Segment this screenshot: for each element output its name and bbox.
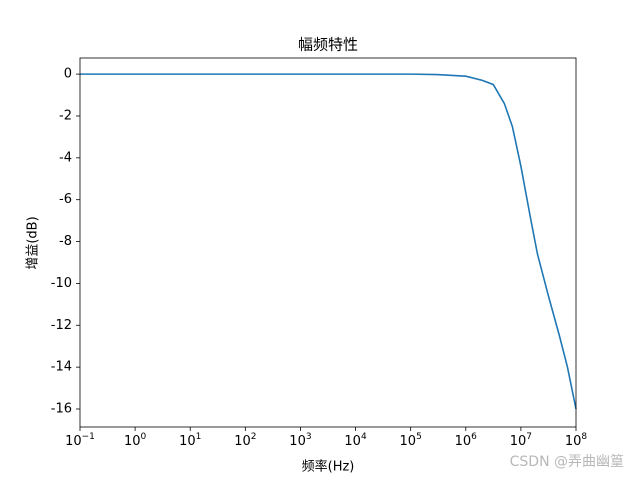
y-tick-label: 0 xyxy=(64,67,72,82)
y-tick-label: -6 xyxy=(59,192,72,207)
x-tick-label: 108 xyxy=(565,432,588,449)
y-tick-label: -2 xyxy=(59,108,72,123)
x-tick-label: 105 xyxy=(400,432,422,449)
x-tick-label: 106 xyxy=(455,432,478,449)
x-tick-label: 100 xyxy=(124,432,147,449)
x-tick-label: 104 xyxy=(344,432,367,449)
y-axis-label: 增益(dB) xyxy=(26,216,41,269)
watermark: CSDN @弄曲幽篁 xyxy=(510,453,624,470)
x-tick-label: 103 xyxy=(289,432,311,449)
y-tick-label: -10 xyxy=(51,276,72,291)
plot-frame xyxy=(79,57,577,428)
y-tick-label: -4 xyxy=(59,150,72,165)
x-tick-label: 101 xyxy=(179,432,201,449)
y-tick-label: -14 xyxy=(51,360,72,375)
y-tick-label: -16 xyxy=(51,402,72,417)
chart-title: 幅频特性 xyxy=(298,36,358,54)
y-tick-label: -8 xyxy=(59,234,72,249)
y-tick-label: -12 xyxy=(51,318,72,333)
x-axis-label: 频率(Hz) xyxy=(302,459,355,475)
x-tick-label: 10−1 xyxy=(65,432,95,449)
x-tick-label: 107 xyxy=(510,432,532,449)
x-tick-label: 102 xyxy=(234,432,256,449)
line-series xyxy=(80,73,577,410)
